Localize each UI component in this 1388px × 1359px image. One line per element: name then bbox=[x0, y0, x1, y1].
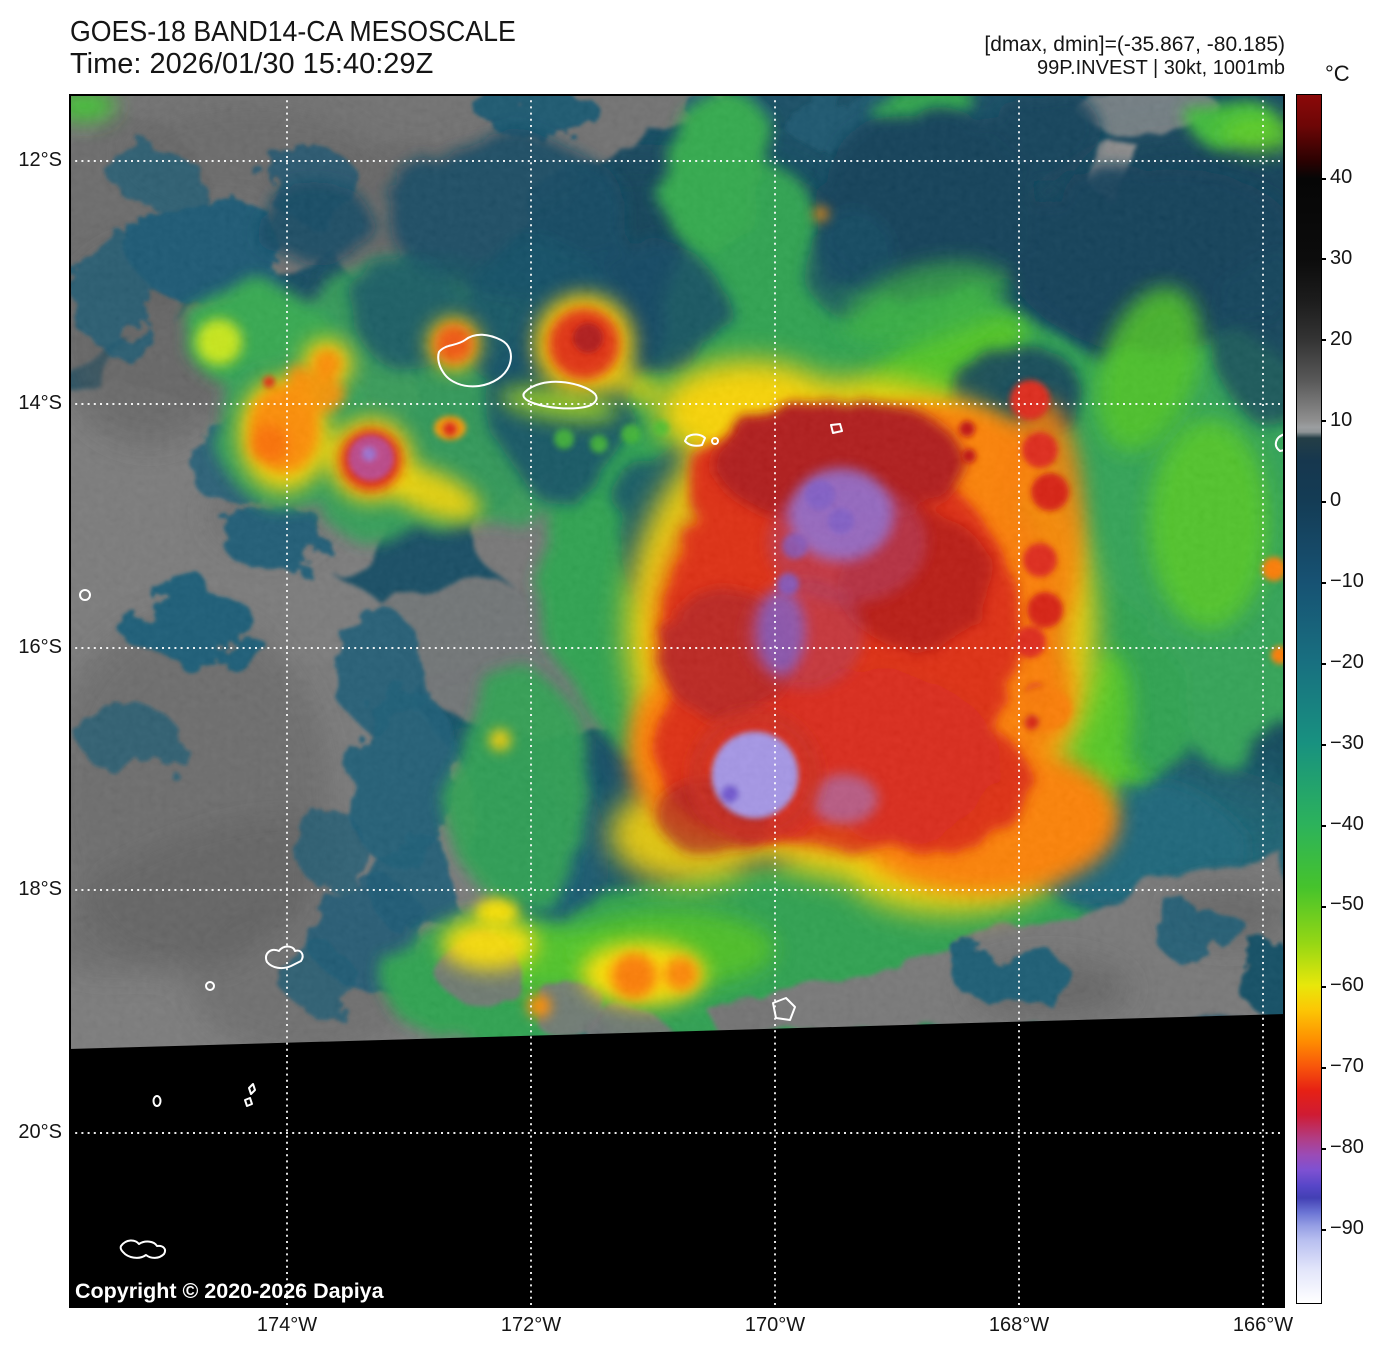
svg-text:Copyright © 2020-2026 Dapiya: Copyright © 2020-2026 Dapiya bbox=[75, 1279, 385, 1303]
